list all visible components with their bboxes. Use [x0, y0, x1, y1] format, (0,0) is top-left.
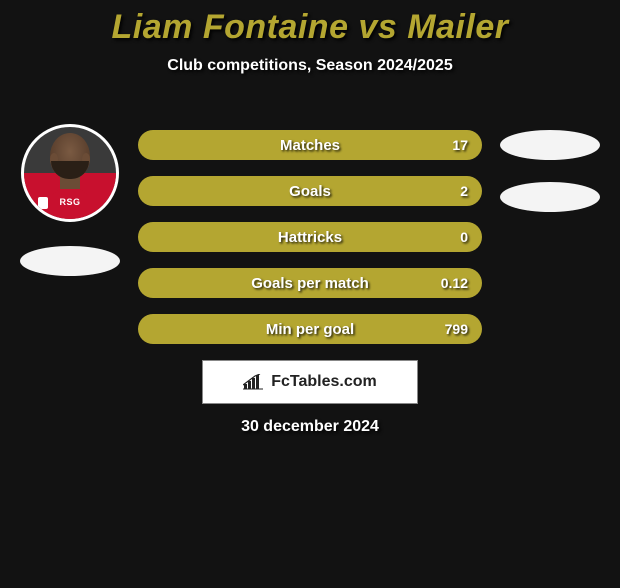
attribution-text: FcTables.com [271, 373, 377, 391]
club-crest [38, 197, 48, 209]
jersey-text: RSG [59, 197, 80, 207]
stat-label: Goals per match [251, 275, 369, 292]
stat-bar-goals-per-match: Goals per match 0.12 [138, 268, 482, 298]
comparison-date: 30 december 2024 [0, 418, 620, 436]
attribution-box[interactable]: FcTables.com [202, 360, 418, 404]
stat-value: 2 [460, 183, 468, 199]
stat-bar-min-per-goal: Min per goal 799 [138, 314, 482, 344]
stat-bar-matches: Matches 17 [138, 130, 482, 160]
player-right [490, 124, 610, 212]
player-right-secondary-pill [500, 182, 600, 212]
stat-value: 0.12 [441, 275, 468, 291]
stat-label: Min per goal [266, 321, 354, 338]
stat-value: 0 [460, 229, 468, 245]
player-left-name-pill [20, 246, 120, 276]
stat-label: Hattricks [278, 229, 342, 246]
stat-label: Goals [289, 183, 331, 200]
stat-bar-hattricks: Hattricks 0 [138, 222, 482, 252]
page-title: Liam Fontaine vs Mailer [0, 8, 620, 47]
stat-bar-goals: Goals 2 [138, 176, 482, 206]
stat-label: Matches [280, 137, 340, 154]
player-left-avatar: RSG [21, 124, 119, 222]
season-subtitle: Club competitions, Season 2024/2025 [0, 57, 620, 75]
stats-bars: Matches 17 Goals 2 Hattricks 0 Goals per… [138, 130, 482, 360]
stat-value: 17 [452, 137, 468, 153]
player-left: RSG [10, 124, 130, 276]
stat-value: 799 [445, 321, 468, 337]
bar-chart-icon [243, 374, 265, 390]
player-right-name-pill [500, 130, 600, 160]
